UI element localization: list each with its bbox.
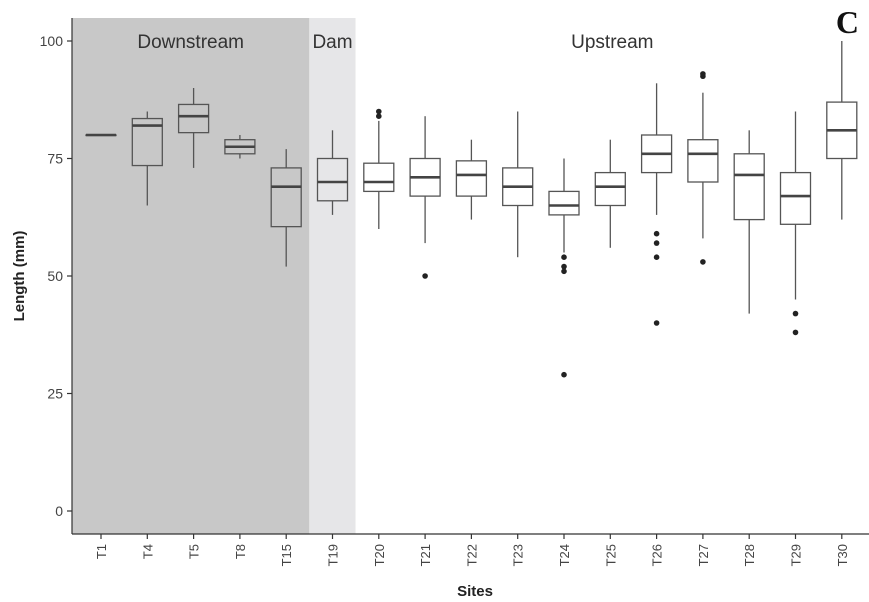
iqr-box bbox=[363, 162, 395, 193]
outlier-point bbox=[792, 329, 799, 336]
x-tick-label: T28 bbox=[742, 544, 757, 566]
x-tick-label: T29 bbox=[789, 544, 804, 566]
box-T25 bbox=[594, 139, 626, 248]
outlier-point bbox=[700, 71, 706, 77]
region-bg bbox=[72, 18, 310, 534]
box-T1 bbox=[85, 133, 117, 137]
region-label: Dam bbox=[312, 32, 352, 53]
x-tick-label: T27 bbox=[696, 544, 711, 566]
box-T30 bbox=[826, 41, 858, 220]
box-T20 bbox=[363, 108, 395, 229]
x-tick-label: T26 bbox=[650, 544, 665, 566]
iqr-box bbox=[733, 153, 765, 221]
outlier-point bbox=[561, 263, 567, 270]
axes: 0 25 50 75 100 T1 T4 T5 T8 T15 T19 T20 T21 T22 T23 T24 T… bbox=[40, 18, 869, 566]
y-tick-label: 25 bbox=[47, 386, 63, 402]
x-tick-label: T20 bbox=[372, 544, 387, 566]
box-T29 bbox=[779, 111, 812, 336]
box-T15 bbox=[270, 149, 302, 267]
iqr-box bbox=[455, 160, 488, 197]
x-tick-label: T24 bbox=[557, 544, 572, 566]
y-tick-label: 100 bbox=[40, 33, 64, 49]
region-label: Upstream bbox=[571, 32, 653, 53]
x-tick-label: T25 bbox=[603, 544, 618, 566]
outlier-point bbox=[653, 320, 660, 326]
box-T28 bbox=[733, 130, 765, 314]
outlier-point bbox=[653, 230, 660, 237]
x-tick-label: T5 bbox=[187, 544, 202, 559]
outlier-point bbox=[561, 371, 567, 378]
y-tick-label: 75 bbox=[47, 151, 63, 167]
x-tick-label: T19 bbox=[326, 544, 341, 566]
box-T8 bbox=[224, 135, 256, 159]
box-T27 bbox=[687, 71, 719, 265]
x-tick-label: T30 bbox=[835, 544, 850, 566]
box-T23 bbox=[502, 111, 534, 258]
iqr-box bbox=[316, 157, 349, 202]
x-tick-label: T4 bbox=[140, 544, 155, 559]
iqr-box bbox=[779, 171, 812, 225]
outlier-point bbox=[376, 113, 382, 119]
outlier-point bbox=[653, 254, 660, 260]
box-T24 bbox=[548, 158, 580, 378]
region-bg bbox=[309, 18, 356, 534]
outlier-point bbox=[653, 240, 660, 246]
box-T26 bbox=[640, 83, 673, 326]
outlier-point bbox=[376, 108, 382, 115]
box-T5 bbox=[177, 88, 210, 168]
x-tick-label: T1 bbox=[94, 544, 109, 559]
region-bg bbox=[355, 18, 869, 534]
y-tick-label: 0 bbox=[55, 503, 63, 519]
panel-letter: C bbox=[835, 4, 859, 40]
box-T22 bbox=[455, 139, 488, 220]
iqr-box bbox=[548, 190, 580, 216]
x-tick-label: T23 bbox=[511, 544, 526, 566]
box-T21 bbox=[409, 116, 441, 279]
x-tick-label: T21 bbox=[418, 544, 433, 566]
box-T19 bbox=[316, 130, 349, 215]
y-tick-label: 50 bbox=[47, 268, 63, 284]
region-label: Downstream bbox=[137, 32, 244, 53]
outlier-point bbox=[561, 268, 567, 275]
iqr-box bbox=[177, 103, 210, 134]
x-tick-label: T15 bbox=[279, 544, 294, 566]
x-tick-label: T8 bbox=[233, 544, 248, 559]
box-T4 bbox=[131, 111, 163, 206]
boxes bbox=[85, 41, 858, 378]
outlier-point bbox=[422, 273, 428, 279]
y-axis-title: Length (mm) bbox=[11, 231, 28, 322]
iqr-box bbox=[131, 117, 163, 167]
iqr-box bbox=[594, 171, 626, 207]
x-tick-label: T22 bbox=[464, 544, 479, 566]
outlier-point bbox=[561, 254, 567, 260]
outlier-point bbox=[792, 310, 799, 317]
x-axis-title: Sites bbox=[457, 583, 493, 600]
outlier-point bbox=[700, 259, 706, 265]
iqr-box bbox=[687, 139, 719, 183]
iqr-box bbox=[270, 167, 302, 228]
